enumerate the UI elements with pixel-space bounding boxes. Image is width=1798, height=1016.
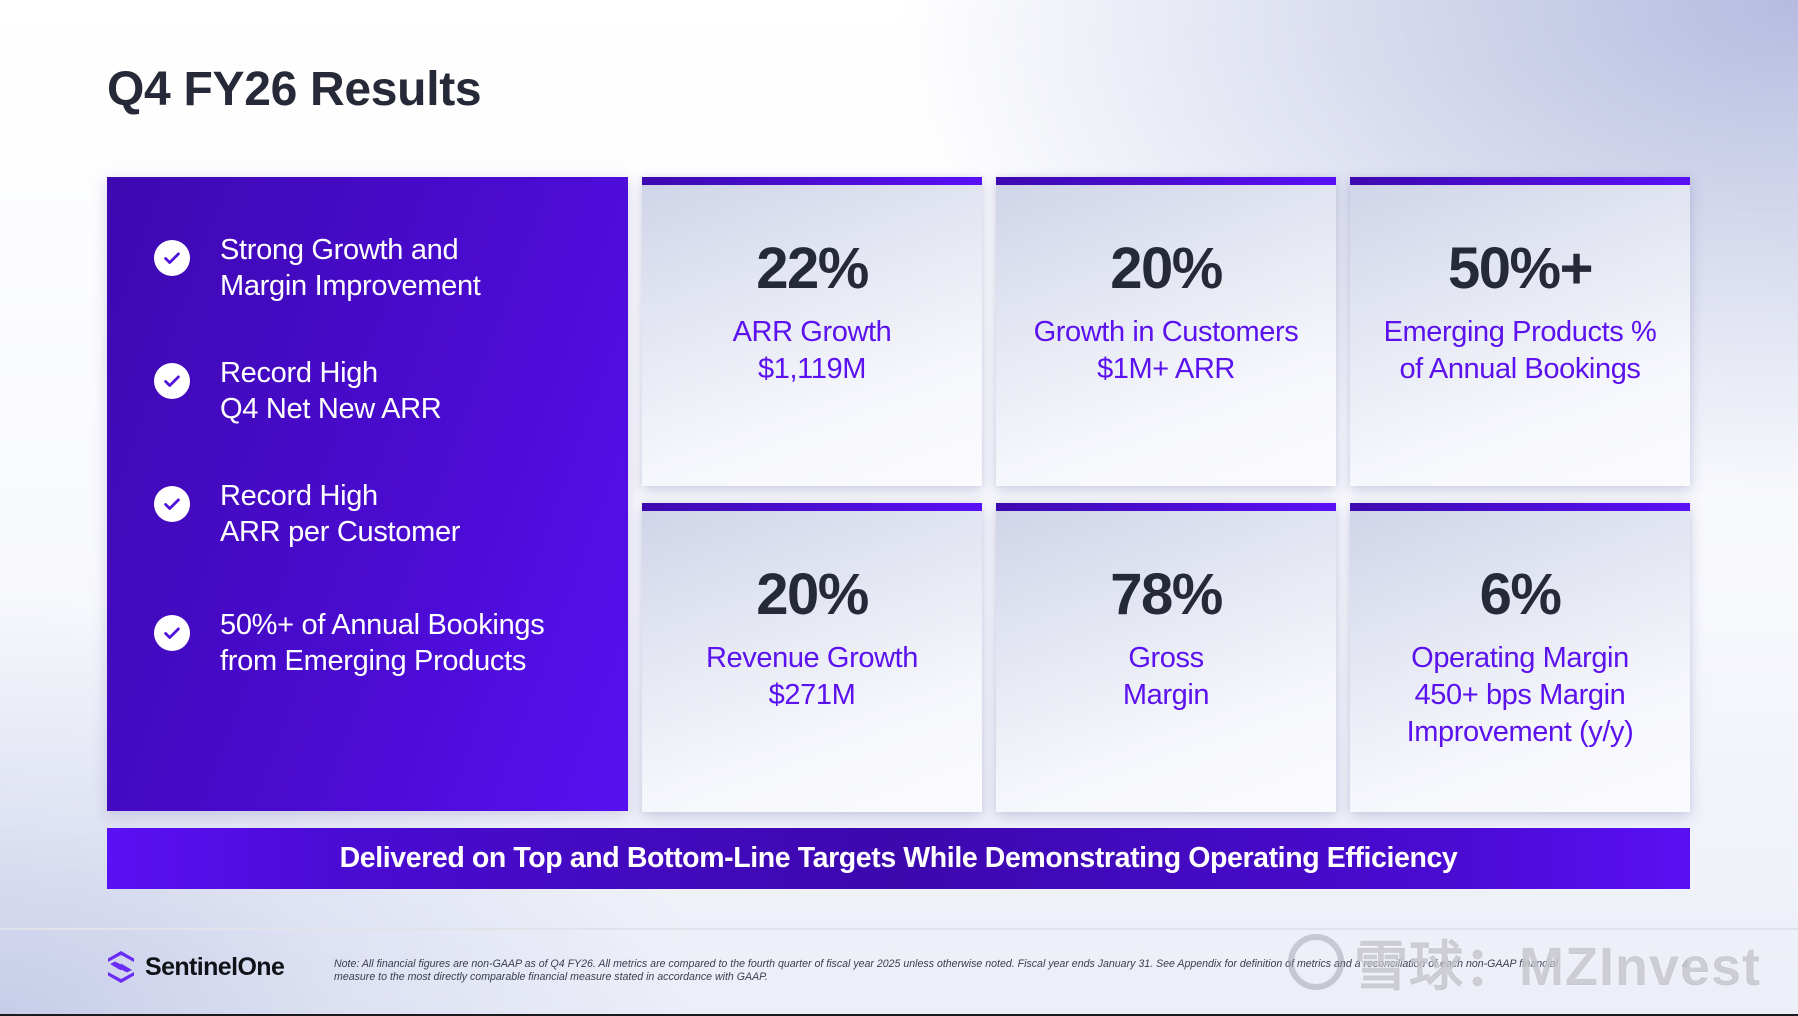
metric-label-line: 450+ bps Margin (1414, 679, 1626, 711)
card-accent-bar (642, 177, 982, 185)
check-circle-icon (154, 240, 190, 276)
card-accent-bar (1350, 503, 1690, 511)
highlight-line: from Emerging Products (220, 645, 527, 677)
highlight-line: Q4 Net New ARR (220, 393, 442, 425)
highlight-text: Record High ARR per Customer (220, 478, 460, 550)
check-circle-icon (154, 363, 190, 399)
highlight-item: Record High ARR per Customer (154, 478, 460, 550)
metric-card-revenue-growth: 20% Revenue Growth $271M (642, 503, 982, 812)
footer-divider (0, 928, 1798, 930)
metric-label: Operating Margin 450+ bps Margin Improve… (1350, 640, 1690, 751)
metric-label-line: $1,119M (758, 353, 866, 385)
metric-label: Growth in Customers $1M+ ARR (996, 314, 1336, 388)
watermark: 雪球：MZInvest (1288, 922, 1761, 1001)
footnote-line: measure to the most directly comparable … (334, 971, 768, 983)
highlight-item: 50%+ of Annual Bookings from Emerging Pr… (154, 607, 545, 679)
metric-value: 78% (1110, 562, 1223, 627)
metric-card-operating-margin: 6% Operating Margin 450+ bps Margin Impr… (1350, 503, 1690, 812)
footnote-line: Note: All financial figures are non-GAAP… (334, 958, 1559, 970)
summary-banner: Delivered on Top and Bottom-Line Targets… (107, 828, 1690, 889)
watermark-logo-icon (1288, 933, 1344, 990)
metric-label-line: ARR Growth (732, 316, 892, 348)
page-number: 4 (1682, 959, 1689, 971)
metric-label-line: Growth in Customers (1033, 316, 1299, 348)
highlight-line: ARR per Customer (220, 516, 461, 548)
footnote: Note: All financial figures are non-GAAP… (334, 958, 1624, 984)
check-circle-icon (154, 615, 190, 651)
metric-label-line: of Annual Bookings (1399, 353, 1641, 385)
highlight-text: 50%+ of Annual Bookings from Emerging Pr… (220, 607, 545, 679)
metric-label: Gross Margin (996, 640, 1336, 714)
highlight-text: Record High Q4 Net New ARR (220, 355, 442, 427)
highlight-line: Record High (220, 357, 378, 389)
metric-label-line: $271M (768, 679, 856, 711)
card-accent-bar (996, 503, 1336, 511)
metric-card-gross-margin: 78% Gross Margin (996, 503, 1336, 812)
metric-label-line: Revenue Growth (705, 642, 918, 674)
metric-value: 22% (756, 236, 869, 301)
sentinelone-logo-icon (108, 951, 134, 983)
metric-label-line: $1M+ ARR (1097, 353, 1235, 385)
metric-card-arr-growth: 22% ARR Growth $1,119M (642, 177, 982, 486)
card-accent-bar (642, 503, 982, 511)
sentinelone-logo: SentinelOne (107, 950, 285, 984)
card-accent-bar (1350, 177, 1690, 185)
card-accent-bar (996, 177, 1336, 185)
metric-label: Emerging Products % of Annual Bookings (1350, 314, 1690, 388)
highlights-panel: Strong Growth and Margin Improvement Rec… (107, 177, 628, 811)
logo-wordmark: SentinelOne (145, 952, 285, 981)
metric-card-emerging-products: 50%+ Emerging Products % of Annual Booki… (1350, 177, 1690, 486)
highlight-line: Strong Growth and (220, 234, 459, 266)
metric-value: 6% (1479, 562, 1562, 627)
watermark-text: 雪球：MZInvest (1354, 937, 1762, 997)
check-circle-icon (154, 486, 190, 522)
highlight-line: Record High (220, 480, 378, 512)
highlight-item: Record High Q4 Net New ARR (154, 355, 442, 427)
metric-label: ARR Growth $1,119M (642, 314, 982, 388)
metric-label-line: Margin (1122, 679, 1210, 711)
slide-title: Q4 FY26 Results (107, 63, 482, 116)
highlight-item: Strong Growth and Margin Improvement (154, 232, 481, 304)
highlight-text: Strong Growth and Margin Improvement (220, 232, 481, 304)
metric-value: 20% (1110, 236, 1223, 301)
metric-value: 20% (756, 562, 869, 627)
metric-label-line: Improvement (y/y) (1406, 716, 1634, 748)
bottom-edge-line (0, 1014, 1798, 1016)
highlight-line: 50%+ of Annual Bookings (220, 609, 545, 641)
highlight-line: Margin Improvement (220, 270, 481, 302)
metric-label-line: Gross (1128, 642, 1204, 674)
metric-label-line: Emerging Products % (1383, 316, 1657, 348)
metric-value: 50%+ (1448, 236, 1593, 301)
metric-card-customer-growth: 20% Growth in Customers $1M+ ARR (996, 177, 1336, 486)
metric-label-line: Operating Margin (1411, 642, 1629, 674)
metric-label: Revenue Growth $271M (642, 640, 982, 714)
